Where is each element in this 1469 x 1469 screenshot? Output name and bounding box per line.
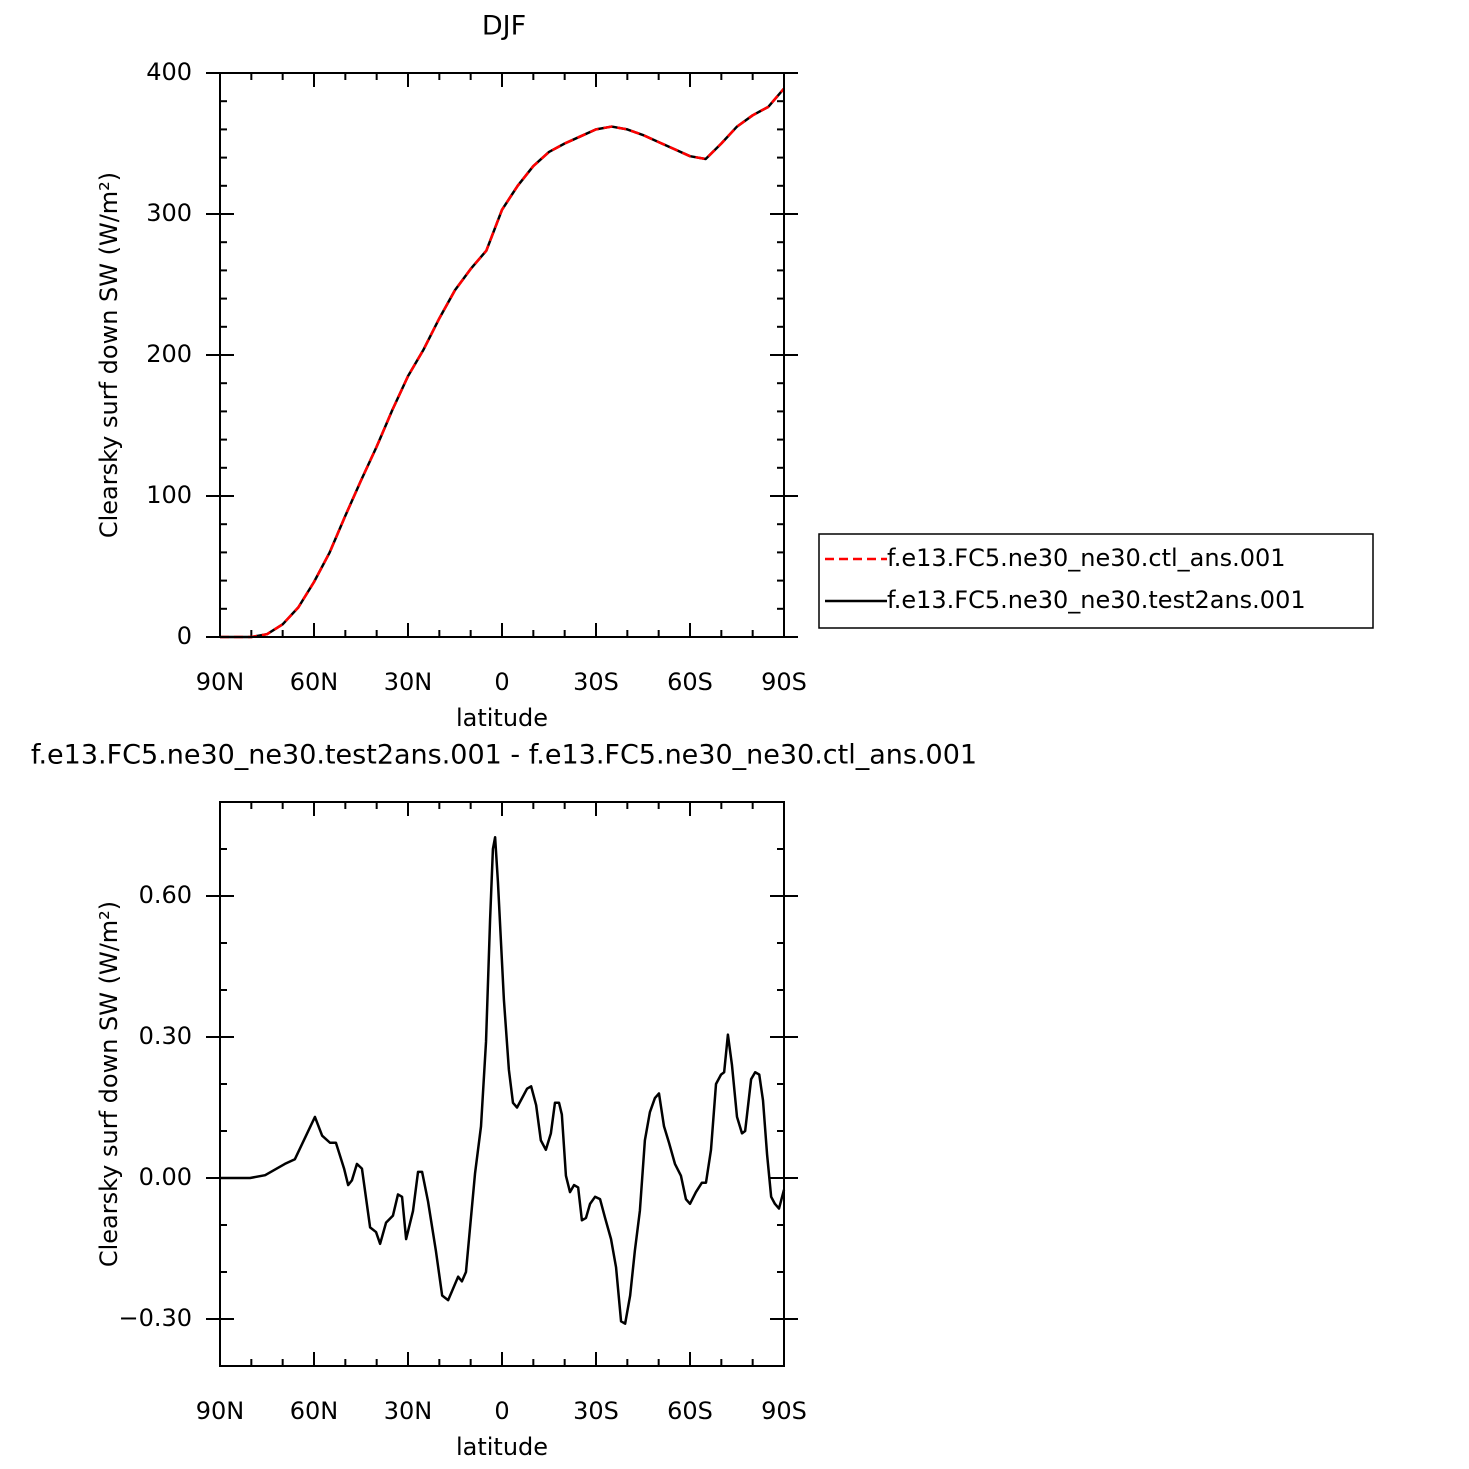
x-tick-label: 90S: [761, 668, 807, 696]
data-line: [220, 87, 785, 639]
y-axis-label: Clearsky surf down SW (W/m²): [95, 901, 123, 1267]
data-line: [220, 836, 786, 1325]
chart-title: DJF: [482, 11, 526, 42]
y-tick-label: 0: [177, 622, 192, 650]
x-tick-label: 30S: [573, 668, 619, 696]
x-tick-label: 60N: [290, 668, 339, 696]
y-tick-label: 0.00: [139, 1163, 192, 1191]
x-tick-label: 30S: [573, 1397, 619, 1425]
y-tick-label: 100: [146, 481, 192, 509]
y-tick-label: 300: [146, 199, 192, 227]
y-tick-label: 200: [146, 340, 192, 368]
y-tick-label: −0.30: [118, 1304, 192, 1332]
x-tick-label: 60S: [667, 1397, 713, 1425]
x-tick-label: 60N: [290, 1397, 339, 1425]
x-tick-label: 0: [494, 1397, 509, 1425]
x-axis-label: latitude: [456, 704, 548, 732]
x-tick-label: 90S: [761, 1397, 807, 1425]
x-tick-label: 30N: [384, 668, 433, 696]
plot-frame: [219, 72, 785, 638]
chart-title: f.e13.FC5.ne30_ne30.test2ans.001 - f.e13…: [31, 740, 977, 771]
x-tick-label: 30N: [384, 1397, 433, 1425]
y-tick-label: 400: [146, 58, 192, 86]
legend-box: [818, 533, 1374, 629]
x-axis-label: latitude: [456, 1433, 548, 1461]
x-tick-label: 60S: [667, 668, 713, 696]
y-axis-label: Clearsky surf down SW (W/m²): [95, 172, 123, 538]
y-tick-label: 0.60: [139, 881, 192, 909]
y-tick-label: 0.30: [139, 1022, 192, 1050]
data-line: [220, 87, 785, 639]
legend-label: f.e13.FC5.ne30_ne30.test2ans.001: [887, 586, 1306, 614]
x-tick-label: 90N: [196, 668, 245, 696]
legend-label: f.e13.FC5.ne30_ne30.ctl_ans.001: [887, 544, 1286, 572]
plot-frame: [219, 801, 785, 1367]
x-tick-label: 0: [494, 668, 509, 696]
x-tick-label: 90N: [196, 1397, 245, 1425]
